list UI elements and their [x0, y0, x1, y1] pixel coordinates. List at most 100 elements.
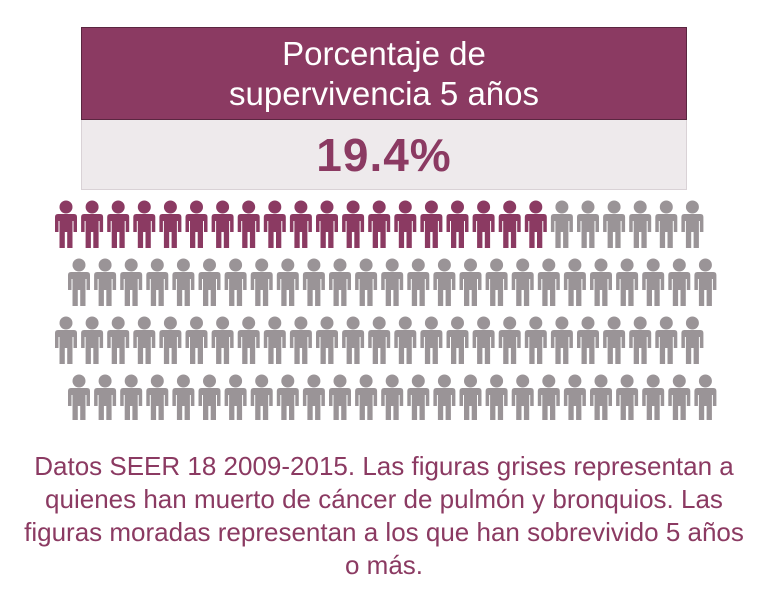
- person-figure: [146, 374, 169, 420]
- person-figure: [68, 258, 90, 306]
- person-figure: [302, 374, 325, 420]
- person-figure: [381, 258, 404, 306]
- person-figure: [577, 200, 599, 248]
- person-figure: [355, 258, 378, 306]
- person-figure: [185, 316, 208, 364]
- person-figure: [172, 258, 195, 306]
- person-figure: [642, 258, 665, 306]
- chart-title: Porcentaje de supervivencia 5 años: [228, 34, 540, 112]
- person-figure: [524, 316, 547, 364]
- person-figure: [655, 316, 678, 364]
- person-figure: [394, 200, 417, 248]
- person-figure: [120, 258, 143, 306]
- person-figure: [120, 374, 143, 420]
- person-figure: [577, 316, 599, 364]
- survival-percentage: 19.4%: [316, 128, 452, 181]
- person-figure: [159, 316, 182, 364]
- person-figure: [342, 316, 365, 364]
- person-figure: [211, 200, 234, 248]
- person-figure: [407, 258, 430, 306]
- person-figure: [276, 374, 299, 420]
- person-figure: [224, 258, 247, 306]
- person-figure: [250, 258, 273, 306]
- person-figure: [459, 374, 482, 420]
- person-figure: [603, 316, 626, 364]
- person-figure: [289, 316, 312, 364]
- caption: Datos SEER 18 2009-2015. Las figuras gri…: [24, 451, 744, 580]
- person-figure: [81, 200, 104, 248]
- person-figure: [394, 316, 417, 364]
- person-figure: [211, 316, 234, 364]
- person-figure: [133, 316, 156, 364]
- person-figure: [198, 258, 221, 306]
- person-figure: [472, 316, 495, 364]
- person-figure: [629, 316, 652, 364]
- person-figure: [563, 258, 586, 306]
- person-figure: [511, 258, 534, 306]
- person-figure: [485, 374, 508, 420]
- person-figure: [237, 316, 260, 364]
- person-figure: [355, 374, 378, 420]
- person-figure: [629, 200, 652, 248]
- person-figure: [590, 258, 612, 306]
- person-figure: [107, 316, 130, 364]
- person-figure: [485, 258, 508, 306]
- person-figure: [263, 316, 286, 364]
- person-figure: [302, 258, 325, 306]
- person-figure: [655, 200, 678, 248]
- person-figure: [133, 200, 156, 248]
- person-figure: [563, 374, 586, 420]
- person-figure: [668, 258, 691, 306]
- person-figure: [185, 200, 208, 248]
- person-figure: [94, 374, 117, 420]
- person-figure: [407, 374, 430, 420]
- person-figure: [276, 258, 299, 306]
- person-figure: [368, 316, 391, 364]
- person-figure: [316, 200, 338, 248]
- person-figure: [68, 374, 90, 420]
- person-figure: [498, 316, 521, 364]
- person-figure: [329, 258, 351, 306]
- stat-card: Porcentaje de supervivencia 5 años 19.4%: [81, 27, 687, 190]
- person-figure: [694, 374, 717, 420]
- person-figure: [524, 200, 547, 248]
- person-figure: [537, 258, 560, 306]
- person-figure: [446, 200, 469, 248]
- person-figure: [159, 200, 182, 248]
- person-figure: [420, 200, 443, 248]
- person-figure: [642, 374, 665, 420]
- person-figure: [250, 374, 273, 420]
- person-figure: [237, 200, 260, 248]
- person-figure: [55, 200, 77, 248]
- pictogram-chart: [55, 200, 717, 420]
- person-figure: [616, 374, 639, 420]
- person-figure: [472, 200, 495, 248]
- person-figure: [433, 258, 456, 306]
- person-figure: [550, 200, 573, 248]
- person-figure: [368, 200, 391, 248]
- person-figure: [329, 374, 351, 420]
- person-figure: [263, 200, 286, 248]
- person-figure: [459, 258, 482, 306]
- person-figure: [224, 374, 247, 420]
- person-figure: [446, 316, 469, 364]
- value-band: 19.4%: [81, 120, 687, 190]
- person-figure: [537, 374, 560, 420]
- person-figure: [55, 316, 77, 364]
- person-figure: [198, 374, 221, 420]
- person-figure: [694, 258, 717, 306]
- person-figure: [433, 374, 456, 420]
- person-figure: [498, 200, 521, 248]
- person-figure: [381, 374, 404, 420]
- person-figure: [511, 374, 534, 420]
- person-figure: [550, 316, 573, 364]
- person-figure: [289, 200, 312, 248]
- title-band: Porcentaje de supervivencia 5 años: [81, 27, 687, 120]
- person-figure: [668, 374, 691, 420]
- person-figure: [316, 316, 338, 364]
- person-figure: [146, 258, 169, 306]
- person-figure: [94, 258, 117, 306]
- person-figure: [681, 200, 704, 248]
- person-figure: [107, 200, 130, 248]
- person-figure: [342, 200, 365, 248]
